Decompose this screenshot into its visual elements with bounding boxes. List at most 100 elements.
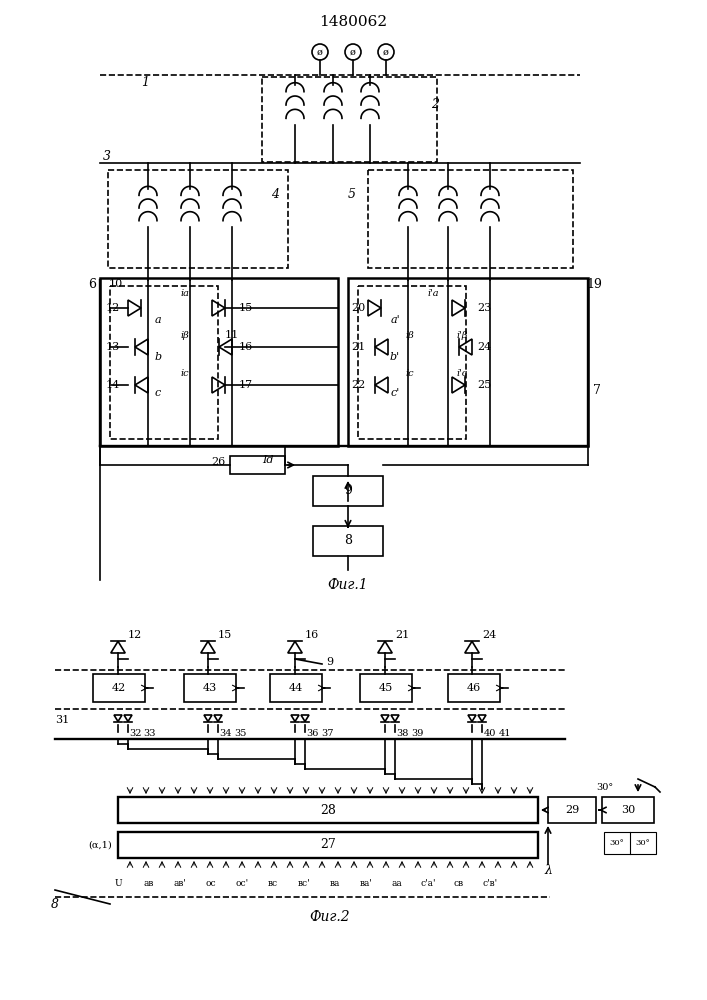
Text: i'β: i'β (456, 330, 468, 340)
Text: aв: aв (144, 880, 154, 888)
Bar (118, 832, 538, 858)
Text: 26: 26 (211, 457, 225, 467)
Text: 1480062: 1480062 (319, 15, 387, 29)
Text: iβ: iβ (406, 330, 414, 340)
Bar (110, 286, 218, 439)
Text: 32: 32 (129, 728, 141, 738)
Text: 27: 27 (320, 838, 336, 852)
Text: 24: 24 (477, 342, 491, 352)
Text: U: U (115, 880, 122, 888)
Text: 13: 13 (106, 342, 120, 352)
Text: ic: ic (181, 368, 189, 377)
Text: вa': вa' (360, 880, 373, 888)
Text: 14: 14 (106, 380, 120, 390)
Text: 19: 19 (586, 277, 602, 290)
Text: 35: 35 (234, 728, 246, 738)
Text: 43: 43 (203, 683, 217, 693)
Bar (100, 278, 338, 446)
Text: 10: 10 (109, 279, 123, 289)
Text: 16: 16 (239, 342, 253, 352)
Text: ia: ia (180, 288, 189, 298)
Bar (358, 286, 466, 439)
Text: 41: 41 (498, 728, 511, 738)
Text: a': a' (390, 315, 400, 325)
Text: 39: 39 (411, 728, 423, 738)
Bar (313, 476, 383, 506)
Text: вc: вc (268, 880, 278, 888)
Text: 24: 24 (482, 630, 496, 640)
Bar (368, 170, 573, 268)
Text: 45: 45 (379, 683, 393, 693)
Text: iβ: iβ (180, 330, 189, 340)
Text: a: a (155, 315, 161, 325)
Text: 8: 8 (344, 534, 352, 548)
Bar (604, 832, 656, 854)
Text: вa: вa (329, 880, 340, 888)
Text: 34: 34 (218, 728, 231, 738)
Text: 5: 5 (348, 188, 356, 202)
Text: 9: 9 (344, 485, 352, 497)
Text: c: c (155, 388, 161, 398)
Text: 23: 23 (477, 303, 491, 313)
Text: Фиг.1: Фиг.1 (327, 578, 368, 592)
Text: 4: 4 (271, 188, 279, 202)
Text: оc': оc' (235, 880, 249, 888)
Text: 31: 31 (55, 715, 69, 725)
Text: 44: 44 (289, 683, 303, 693)
Text: 8: 8 (51, 898, 59, 910)
Text: 37: 37 (321, 728, 333, 738)
Text: 29: 29 (565, 805, 579, 815)
Text: 17: 17 (239, 380, 253, 390)
Text: aa: aa (392, 880, 402, 888)
Text: 20: 20 (351, 303, 365, 313)
Text: i'a: i'a (427, 288, 439, 298)
Text: b': b' (390, 352, 400, 362)
Text: 9: 9 (327, 657, 334, 667)
Bar (262, 77, 437, 162)
Text: ø: ø (317, 47, 323, 56)
Text: cв: cв (454, 880, 464, 888)
Text: 21: 21 (395, 630, 409, 640)
Text: 28: 28 (320, 804, 336, 816)
Text: b: b (154, 352, 162, 362)
Text: i'c: i'c (457, 368, 467, 377)
Text: 7: 7 (593, 383, 601, 396)
Bar (548, 797, 596, 823)
Text: c': c' (390, 388, 399, 398)
Bar (313, 526, 383, 556)
Text: 30°: 30° (597, 782, 614, 792)
Bar (448, 674, 500, 702)
Text: 2: 2 (431, 99, 439, 111)
Bar (348, 278, 588, 446)
Text: 40: 40 (484, 728, 496, 738)
Text: 11: 11 (225, 330, 239, 340)
Bar (118, 797, 538, 823)
Bar (602, 797, 654, 823)
Text: 3: 3 (103, 150, 111, 163)
Text: оc: оc (206, 880, 216, 888)
Text: 6: 6 (88, 277, 96, 290)
Text: 30°: 30° (609, 839, 624, 847)
Text: (α,1): (α,1) (88, 840, 112, 850)
Text: 33: 33 (144, 728, 156, 738)
Text: 25: 25 (477, 380, 491, 390)
Text: λ: λ (544, 863, 552, 876)
Bar (108, 170, 288, 268)
Text: 16: 16 (305, 630, 319, 640)
Text: вc': вc' (298, 880, 310, 888)
Text: 22: 22 (351, 380, 365, 390)
Text: 21: 21 (351, 342, 365, 352)
Text: 46: 46 (467, 683, 481, 693)
Text: Id: Id (262, 455, 274, 465)
Text: 30: 30 (621, 805, 635, 815)
Text: 38: 38 (396, 728, 408, 738)
Text: 12: 12 (128, 630, 142, 640)
Text: Фиг.2: Фиг.2 (310, 910, 350, 924)
Bar (270, 674, 322, 702)
Text: 15: 15 (239, 303, 253, 313)
Bar (93, 674, 145, 702)
Text: 12: 12 (106, 303, 120, 313)
Text: ø: ø (350, 47, 356, 56)
Text: 42: 42 (112, 683, 126, 693)
Text: c'a': c'a' (420, 880, 436, 888)
